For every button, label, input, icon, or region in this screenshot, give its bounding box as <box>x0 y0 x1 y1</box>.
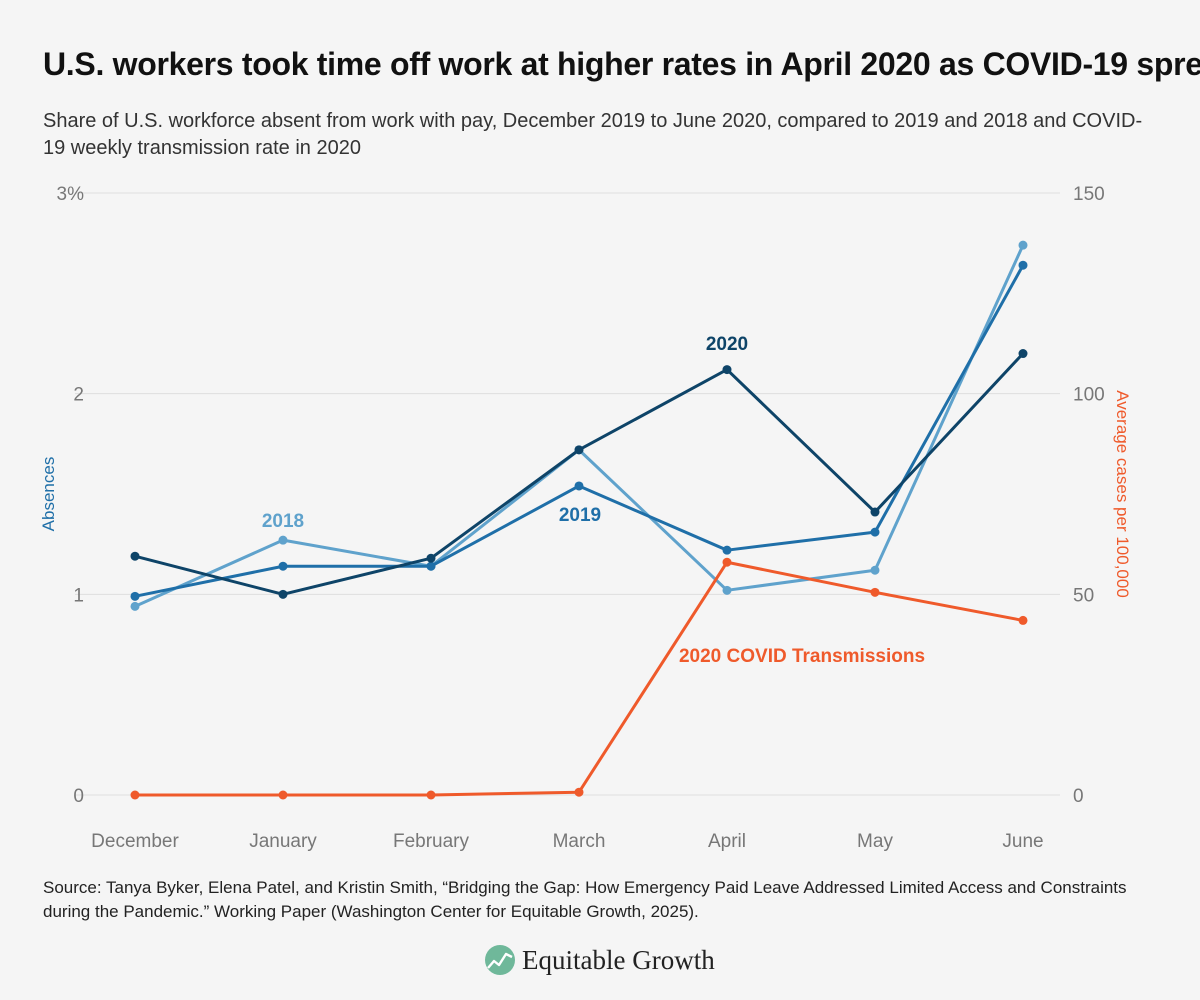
left-tick-label: 2 <box>73 385 84 406</box>
series-label: 2020 COVID Transmissions <box>679 646 925 667</box>
data-point <box>426 561 436 571</box>
data-point <box>426 553 436 563</box>
line-chart: 0 1 2 3% 0 50 100 150 December January February M… <box>39 184 1132 852</box>
x-tick-label: December <box>91 831 179 852</box>
series-line <box>134 352 1025 596</box>
data-point <box>870 527 880 537</box>
data-point <box>1018 240 1028 250</box>
series-lines <box>130 240 1028 800</box>
data-point <box>130 551 140 561</box>
left-axis-title: Absences <box>39 457 58 532</box>
data-point <box>574 481 584 491</box>
data-point <box>722 545 732 555</box>
series-labels: 2018 2019 2020 2020 COVID Transmissions <box>262 334 925 667</box>
series-label: 2019 <box>559 505 601 526</box>
data-point <box>278 589 288 599</box>
right-tick-label: 150 <box>1073 184 1105 205</box>
left-axis-ticks: 0 1 2 3% <box>57 184 85 807</box>
right-tick-label: 50 <box>1073 585 1094 606</box>
x-tick-label: June <box>1002 831 1043 852</box>
series-label: 2018 <box>262 511 304 532</box>
data-point <box>870 565 880 575</box>
x-tick-label: May <box>857 831 893 852</box>
data-point <box>1018 260 1028 270</box>
series-line <box>134 244 1025 608</box>
data-point <box>870 587 880 597</box>
x-tick-label: February <box>393 831 470 852</box>
data-point <box>130 591 140 601</box>
x-tick-label: March <box>553 831 606 852</box>
left-tick-label: 3% <box>57 184 85 205</box>
x-tick-label: January <box>249 831 317 852</box>
x-axis-ticks: December January February March April May June <box>91 831 1043 852</box>
data-point <box>574 787 584 797</box>
data-point <box>278 561 288 571</box>
source-note: Source: Tanya Byker, Elena Patel, and Kr… <box>43 878 1127 921</box>
right-axis-title: Average cases per 100,000 <box>1113 390 1132 598</box>
data-point <box>870 507 880 517</box>
data-point <box>722 585 732 595</box>
growth-logo-icon <box>485 945 515 975</box>
right-tick-label: 100 <box>1073 385 1105 406</box>
data-point <box>1018 615 1028 625</box>
data-point <box>426 790 436 800</box>
chart-subtitle: Share of U.S. workforce absent from work… <box>43 110 1143 159</box>
series-line <box>135 560 1024 797</box>
data-point <box>1018 349 1028 359</box>
chart-title: U.S. workers took time off work at highe… <box>43 46 1200 82</box>
data-point <box>722 365 732 375</box>
right-tick-label: 0 <box>1073 786 1084 807</box>
x-tick-label: April <box>708 831 746 852</box>
data-point <box>278 535 288 545</box>
data-point <box>574 445 584 455</box>
left-tick-label: 1 <box>73 585 84 606</box>
data-point <box>130 790 140 800</box>
equitable-growth-logo: Equitable Growth <box>484 943 715 977</box>
grid-lines <box>75 192 1060 796</box>
left-tick-label: 0 <box>73 786 84 807</box>
data-point <box>130 601 140 611</box>
data-point <box>278 790 288 800</box>
logo-text: Equitable Growth <box>522 944 715 975</box>
series-label: 2020 <box>706 334 748 355</box>
data-point <box>722 557 732 567</box>
right-axis-ticks: 0 50 100 150 <box>1073 184 1105 807</box>
